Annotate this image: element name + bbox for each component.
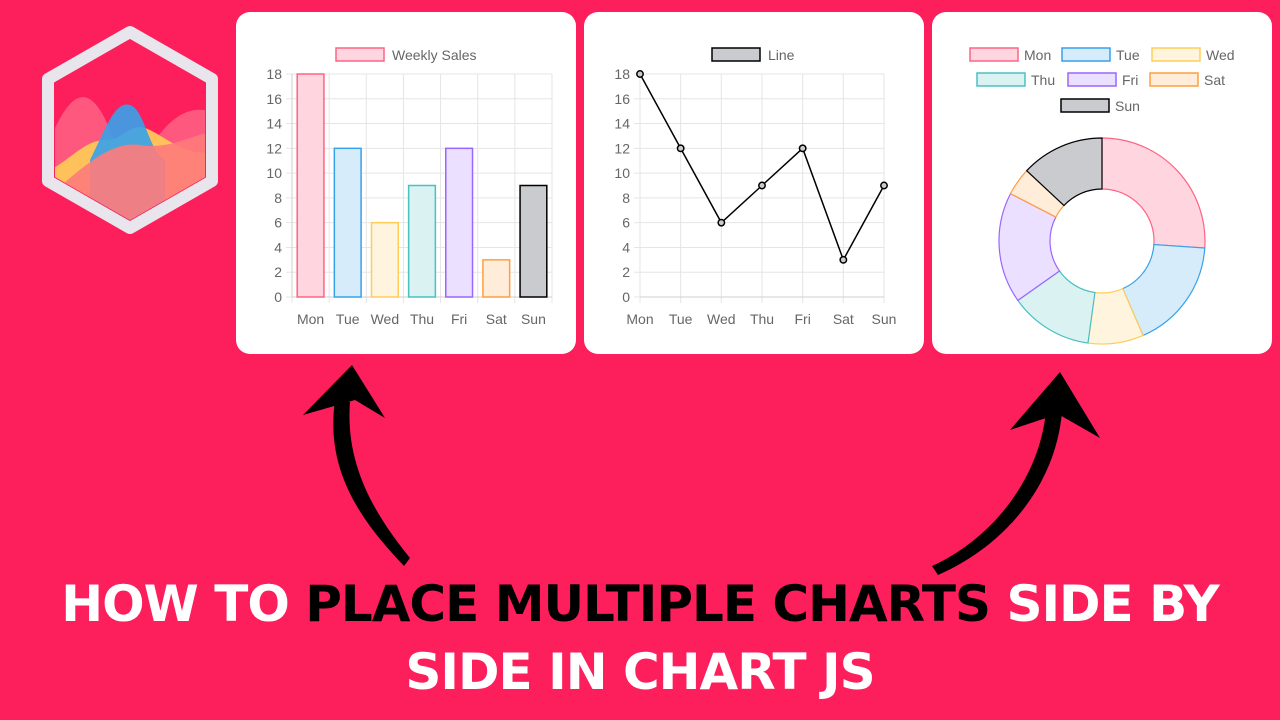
x-tick-label: Fri — [451, 311, 467, 327]
y-tick-label: 6 — [274, 215, 282, 231]
legend-item: Sun — [1060, 98, 1140, 114]
doughnut-chart: Mon Tue Wed Thu Fri Sat Sun — [969, 47, 1235, 345]
headline: HOW TO PLACE MULTIPLE CHARTS SIDE BY SID… — [0, 570, 1280, 706]
bar — [296, 73, 325, 298]
headline-highlight: PLACE MULTIPLE CHARTS — [305, 575, 991, 633]
curved-arrow-icon — [932, 372, 1100, 575]
legend-item: Thu — [976, 72, 1055, 88]
x-tick-label: Sun — [872, 311, 897, 327]
y-tick-label: 0 — [622, 289, 630, 305]
y-tick-label: 14 — [614, 116, 630, 132]
legend-swatch — [1061, 47, 1111, 62]
bar-chart-card: 0 2 4 6 8 10 12 14 16 18 Mon Tue Wed Thu Fri Sat Sun Week… — [236, 12, 576, 354]
y-tick-label: 0 — [274, 289, 282, 305]
chartjs-logo-icon — [42, 26, 218, 234]
legend-label: Mon — [1024, 47, 1051, 63]
legend: Weekly Sales — [335, 47, 477, 63]
y-tick-label: 8 — [622, 190, 630, 206]
legend-label: Fri — [1122, 72, 1138, 88]
legend-swatch — [335, 47, 385, 62]
y-tick-label: 18 — [614, 66, 630, 82]
legend-item: Wed — [1151, 47, 1235, 63]
headline-part-3: SIDE BY — [990, 575, 1219, 633]
bar — [445, 147, 474, 298]
legend-label: Sun — [1115, 98, 1140, 114]
bar — [333, 147, 362, 298]
bar — [482, 259, 511, 298]
data-point — [839, 255, 848, 264]
x-tick-label: Wed — [371, 311, 400, 327]
doughnut-slice — [1025, 137, 1103, 207]
curved-arrow-icon — [303, 365, 410, 566]
x-tick-label: Mon — [626, 311, 653, 327]
y-tick-label: 8 — [274, 190, 282, 206]
x-tick-label: Wed — [707, 311, 736, 327]
doughnut-chart-card: Mon Tue Wed Thu Fri Sat Sun — [932, 12, 1272, 354]
line-chart: 0 2 4 6 8 10 12 14 16 18 Mon Tue Wed Thu Fri Sat Sun Line — [614, 47, 897, 327]
x-tick-label: Sat — [833, 311, 854, 327]
legend-swatch — [976, 72, 1026, 87]
bar — [370, 221, 399, 298]
legend-item: Fri — [1067, 72, 1138, 88]
legend-label: Wed — [1206, 47, 1235, 63]
legend-swatch — [1060, 98, 1110, 113]
data-point — [758, 181, 766, 190]
x-tick-label: Mon — [297, 311, 324, 327]
y-tick-label: 18 — [266, 66, 282, 82]
y-tick-label: 12 — [614, 140, 630, 156]
bar — [407, 184, 437, 298]
doughnut-slice — [1101, 137, 1206, 249]
legend-swatch — [1149, 72, 1199, 87]
legend-swatch — [1151, 47, 1201, 62]
headline-line-2: SIDE IN CHART JS — [405, 643, 875, 701]
legend-swatch — [711, 47, 761, 62]
y-tick-label: 10 — [266, 165, 282, 181]
x-tick-label: Thu — [750, 311, 774, 327]
data-point — [676, 144, 685, 153]
legend-swatch — [1067, 72, 1117, 87]
y-tick-label: 16 — [614, 91, 630, 107]
headline-line-1: HOW TO PLACE MULTIPLE CHARTS SIDE BY — [0, 570, 1280, 638]
legend-label: Weekly Sales — [392, 47, 477, 63]
y-tick-label: 6 — [622, 215, 630, 231]
y-tick-label: 12 — [266, 140, 282, 156]
x-tick-label: Sat — [486, 311, 507, 327]
data-point — [798, 144, 807, 153]
x-tick-label: Sun — [521, 311, 546, 327]
legend: Line — [711, 47, 795, 63]
x-tick-label: Tue — [336, 311, 360, 327]
y-tick-label: 4 — [274, 239, 282, 255]
legend-label: Sat — [1204, 72, 1225, 88]
y-tick-label: 10 — [614, 165, 630, 181]
headline-part-1: HOW TO — [61, 575, 306, 633]
y-tick-label: 16 — [266, 91, 282, 107]
x-tick-label: Tue — [669, 311, 693, 327]
legend-item: Mon — [969, 47, 1051, 63]
bar — [519, 184, 548, 298]
bar-chart: 0 2 4 6 8 10 12 14 16 18 Mon Tue Wed Thu Fri Sat Sun Week… — [266, 47, 553, 327]
y-tick-label: 2 — [622, 264, 630, 280]
legend-item: Tue — [1061, 47, 1140, 63]
x-tick-label: Fri — [795, 311, 811, 327]
data-point — [717, 218, 726, 227]
y-tick-label: 4 — [622, 239, 630, 255]
data-point — [880, 181, 888, 190]
legend-label: Line — [768, 47, 795, 63]
y-tick-label: 14 — [266, 116, 282, 132]
y-tick-label: 2 — [274, 264, 282, 280]
legend-swatch — [969, 47, 1019, 62]
line-chart-card: 0 2 4 6 8 10 12 14 16 18 Mon Tue Wed Thu Fri Sat Sun Line — [584, 12, 924, 354]
legend-item: Sat — [1149, 72, 1225, 88]
legend-label: Tue — [1116, 47, 1140, 63]
x-tick-label: Thu — [410, 311, 434, 327]
legend-label: Thu — [1031, 72, 1055, 88]
data-point — [636, 70, 644, 78]
